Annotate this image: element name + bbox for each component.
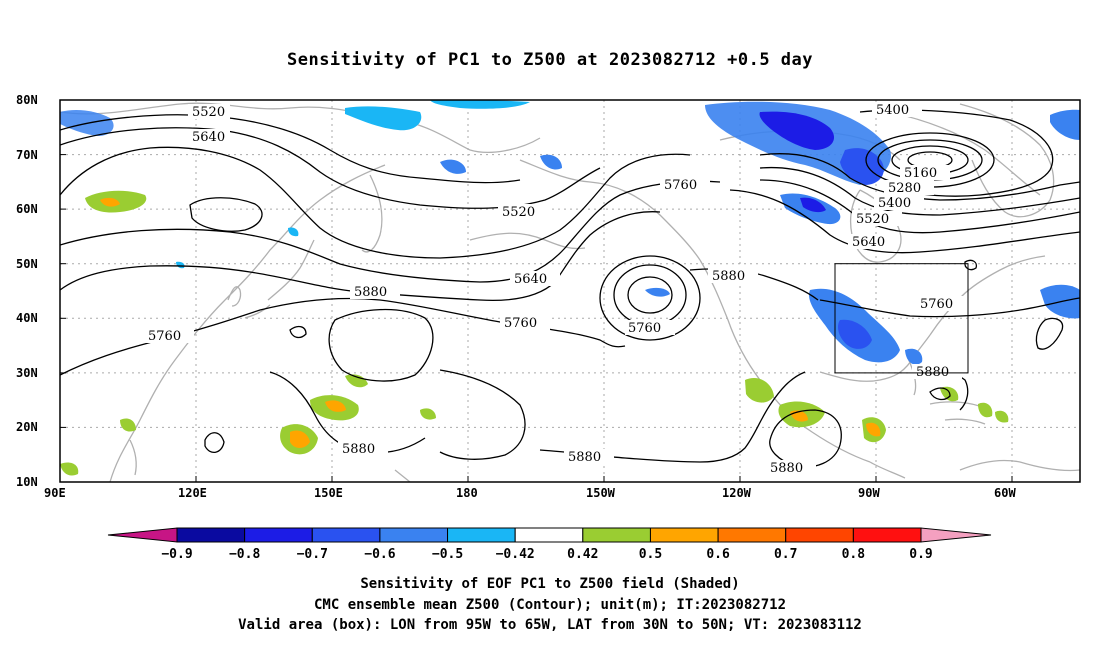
contour-label: 5640 bbox=[192, 130, 225, 145]
contour-label: 5280 bbox=[888, 181, 921, 196]
colorbar-label: 0.7 bbox=[774, 547, 797, 562]
lon-tick-label: 180 bbox=[456, 486, 478, 500]
colorbar-label: 0.5 bbox=[639, 547, 662, 562]
contour-label: 5520 bbox=[856, 212, 889, 227]
z500-contours bbox=[60, 109, 1080, 468]
colorbar-box-p2 bbox=[649, 527, 719, 543]
lon-tick-label: 150W bbox=[586, 486, 616, 500]
colorbar-box-p3 bbox=[717, 527, 787, 543]
colorbar-box-neutral bbox=[514, 527, 584, 543]
colorbar-label: 0.6 bbox=[706, 547, 730, 562]
valid-area-box bbox=[834, 263, 969, 374]
lat-tick-label: 50N bbox=[16, 257, 38, 271]
colorbar-box-b4 bbox=[379, 527, 449, 543]
contour-label: 5880 bbox=[770, 461, 803, 476]
contour-label: 5880 bbox=[342, 442, 375, 457]
contour-label: 5760 bbox=[664, 178, 697, 193]
colorbar-label: −0.6 bbox=[364, 547, 395, 562]
caption-line-3: Valid area (box): LON from 95W to 65W, L… bbox=[238, 617, 862, 633]
caption: Sensitivity of EOF PC1 to Z500 field (Sh… bbox=[0, 574, 1100, 636]
lat-tick-label: 40N bbox=[16, 311, 38, 325]
colorbar-label: 0.9 bbox=[909, 547, 932, 562]
plot-title: Sensitivity of PC1 to Z500 at 2023082712… bbox=[286, 50, 813, 70]
lat-tick-label: 30N bbox=[16, 366, 38, 380]
colorbar-box-p5 bbox=[852, 527, 922, 543]
colorbar-box-p1 bbox=[582, 527, 651, 543]
colorbar-label: −0.42 bbox=[496, 547, 535, 562]
colorbar-box-b2 bbox=[244, 527, 313, 543]
colorbar: −0.9 −0.8 −0.7 −0.6 −0.5 −0.42 0.42 0.5 0.6 0.7 0.… bbox=[107, 527, 992, 562]
contour-labels: 5520 5640 5520 5760 5640 5760 5760 5880 … bbox=[144, 102, 966, 476]
colorbar-box-p4 bbox=[785, 527, 854, 543]
lat-tick-label: 70N bbox=[16, 148, 38, 162]
colorbar-box-b1 bbox=[176, 527, 246, 543]
contour-label: 5880 bbox=[568, 450, 601, 465]
colorbar-label: −0.8 bbox=[229, 547, 260, 562]
contour-label: 5760 bbox=[628, 321, 661, 336]
map-frame bbox=[59, 99, 1081, 483]
contour-label: 5400 bbox=[876, 103, 909, 118]
lon-tick-label: 150E bbox=[314, 486, 343, 500]
lon-tick-label: 90W bbox=[858, 486, 880, 500]
colorbar-label: −0.9 bbox=[161, 547, 192, 562]
lat-tick-label: 20N bbox=[16, 420, 38, 434]
colorbar-box-b5 bbox=[447, 527, 516, 543]
caption-line-1: Sensitivity of EOF PC1 to Z500 field (Sh… bbox=[360, 576, 740, 592]
contour-label: 5760 bbox=[504, 316, 537, 331]
colorbar-low-triangle bbox=[107, 527, 178, 543]
lon-tick-label: 60W bbox=[994, 486, 1016, 500]
map-plot-area bbox=[60, 100, 1080, 482]
contour-label: 5640 bbox=[514, 272, 547, 287]
lon-tick-label: 90E bbox=[44, 486, 66, 500]
colorbar-box-b3 bbox=[311, 527, 381, 543]
colorbar-high-triangle bbox=[920, 527, 992, 543]
contour-label: 5640 bbox=[852, 235, 885, 250]
colorbar-label: 0.8 bbox=[842, 547, 866, 562]
lon-tick-label: 120W bbox=[722, 486, 752, 500]
caption-line-2: CMC ensemble mean Z500 (Contour); unit(m… bbox=[313, 596, 786, 613]
contour-label: 5760 bbox=[148, 329, 181, 344]
contour-label: 5400 bbox=[878, 196, 911, 211]
contour-label: 5760 bbox=[920, 297, 953, 312]
lon-tick-label: 120E bbox=[178, 486, 207, 500]
lat-tick-label: 80N bbox=[16, 93, 38, 107]
colorbar-label: 0.42 bbox=[567, 547, 598, 562]
contour-label: 5520 bbox=[192, 105, 225, 120]
contour-label: 5880 bbox=[354, 285, 387, 300]
colorbar-label: −0.7 bbox=[297, 547, 328, 562]
contour-label: 5520 bbox=[502, 205, 535, 220]
contour-label: 5880 bbox=[712, 269, 745, 284]
lat-tick-label: 10N bbox=[16, 475, 38, 489]
colorbar-label: −0.5 bbox=[432, 547, 463, 562]
latitude-labels: 80N 70N 60N 50N 40N 30N 20N 10N bbox=[16, 93, 38, 489]
longitude-labels: 90E 120E 150E 180 150W 120W 90W 60W bbox=[44, 486, 1016, 500]
lat-tick-label: 60N bbox=[16, 202, 38, 216]
tick-marks bbox=[60, 99, 1013, 483]
contour-label: 5160 bbox=[904, 166, 937, 181]
